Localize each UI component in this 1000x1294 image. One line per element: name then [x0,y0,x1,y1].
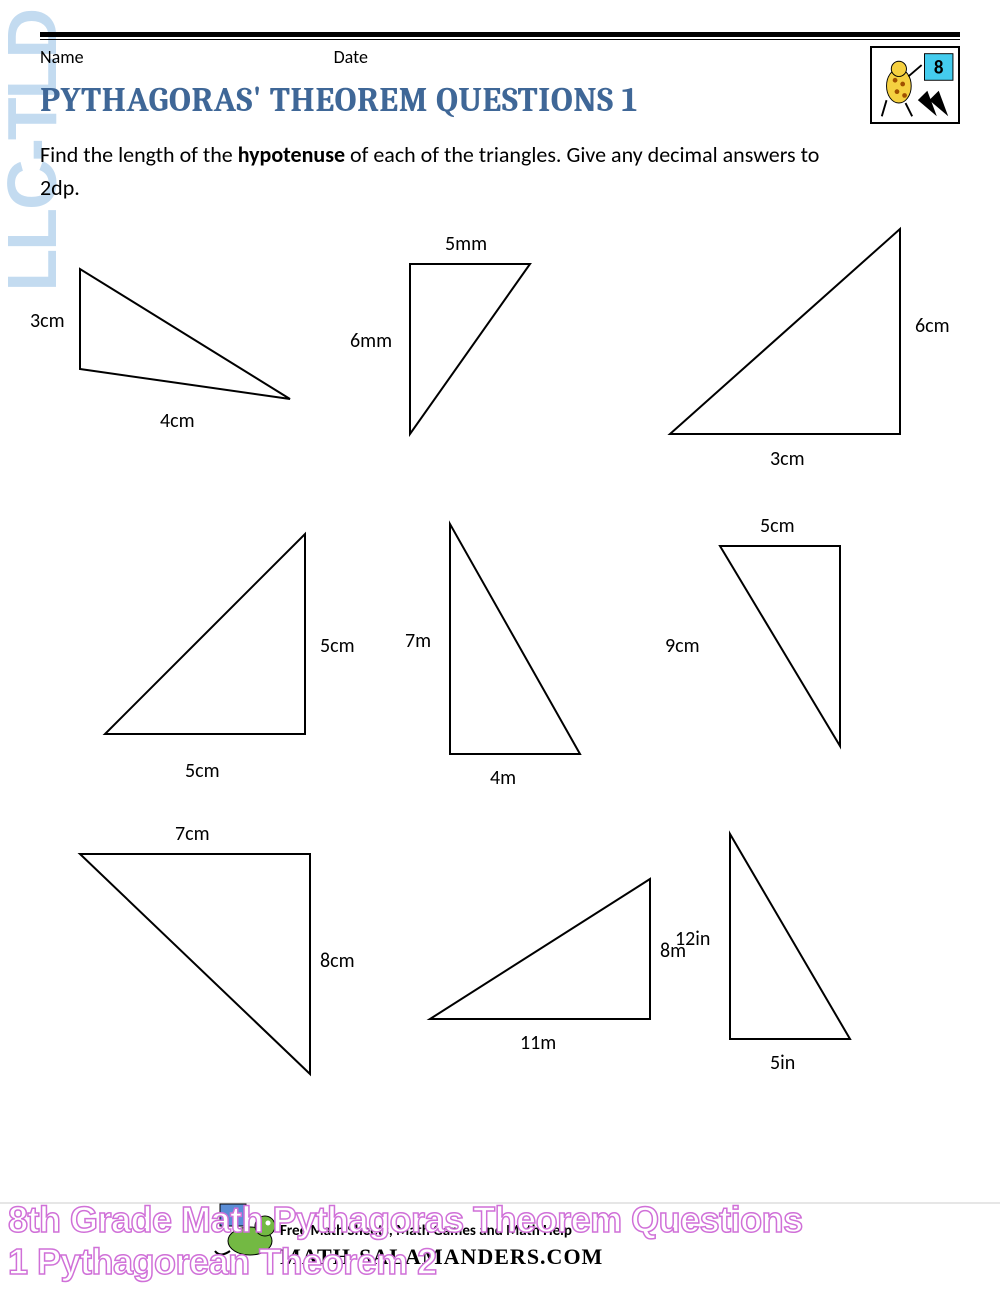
header-row: Name Date 8 [40,46,960,68]
triangle-t1: 3cm4cm [40,259,300,409]
triangle-t9: 12in5in [690,819,860,1054]
triangle-label: 12in [675,927,710,951]
grade-number: 8 [934,57,944,80]
triangle-label: 6cm [915,314,950,338]
grade-logo: 8 [870,46,960,124]
triangle-label: 3cm [30,309,65,333]
instructions: Find the length of the hypotenuse of eac… [40,138,860,204]
triangle-label: 11m [520,1031,556,1055]
triangle-label: 5cm [320,634,355,658]
worksheet-title: PYTHAGORAS' THEOREM QUESTIONS 1 [40,80,960,120]
triangle-t4: 5cm5cm [85,524,325,749]
caption-line-2: 1 Pythagorean Theorem 2 [8,1241,803,1282]
triangle-t8: 8m11m [410,849,660,1029]
triangle-label: 7m [405,629,431,653]
triangle-t6: 5cm9cm [660,526,870,756]
triangle-label: 9cm [665,634,700,658]
triangle-label: 5cm [760,514,795,538]
date-label: Date [334,46,368,68]
triangle-label: 4m [490,766,516,790]
top-rule [40,32,960,40]
instr-pre: Find the length of the [40,141,238,168]
triangle-label: 4cm [160,409,195,433]
footer: Free Math Sheets, Math Games and Math He… [0,1174,1000,1294]
triangle-t2: 5mm6mm [370,244,540,444]
name-label: Name [40,46,84,68]
triangle-label: 5in [770,1051,795,1075]
triangle-label: 5cm [185,759,220,783]
triangle-label: 5mm [445,232,487,256]
caption-line-1: 8th Grade Math Pythagoras Theorem Questi… [8,1199,803,1240]
overlay-caption: 8th Grade Math Pythagoras Theorem Questi… [8,1199,803,1282]
triangle-label: 3cm [770,447,805,471]
triangle-t7: 7cm8cm [60,824,330,1084]
triangle-t3: 6cm3cm [630,219,910,444]
triangles-area: 3cm4cm5mm6mm6cm3cm5cm5cm7m4m5cm9cm7cm8cm… [40,244,960,1114]
triangle-label: 7cm [175,822,210,846]
worksheet-page: Name Date 8 PYTHAGORAS' THEOREM QUESTION… [40,32,960,1114]
triangle-label: 6mm [350,329,392,353]
triangle-label: 8cm [320,949,355,973]
triangle-t5: 7m4m [410,514,590,764]
instr-bold: hypotenuse [238,141,345,168]
